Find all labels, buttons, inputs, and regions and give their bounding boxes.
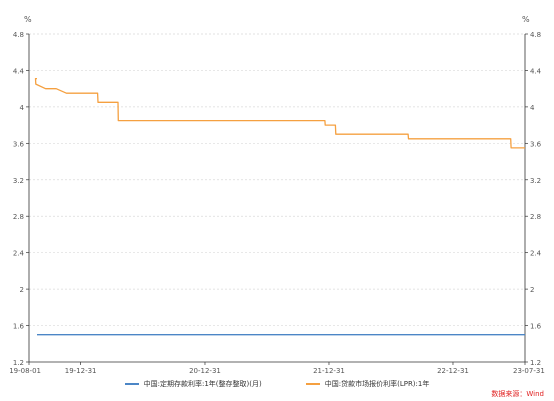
- y-tick-label-right: 2: [530, 286, 534, 294]
- y-tick-label-right: 1.6: [530, 323, 542, 331]
- source-note: 数据来源：Wind: [491, 390, 544, 398]
- x-tick-label: 20-12-31: [189, 367, 221, 375]
- y-tick-label-left: 2: [20, 286, 24, 294]
- legend-item-deposit-rate: 中国:定期存款利率:1年(整存整取)(月): [124, 377, 262, 391]
- y-tick-label-right: 4.8: [530, 31, 541, 39]
- y-tick-label-right: 3.6: [530, 140, 542, 148]
- x-tick-label: 21-12-31: [313, 367, 345, 375]
- y-tick-label-right: 4: [530, 104, 535, 112]
- x-tick-label: 19-12-31: [65, 367, 97, 375]
- y-tick-label-right: 2.8: [530, 213, 541, 221]
- series-lines: [34, 77, 525, 336]
- legend-item-lpr: 中国:贷款市场报价利率(LPR):1年: [305, 377, 430, 391]
- y-tick-label-left: 3.2: [13, 177, 24, 185]
- y-tick-label-right: 2.4: [530, 250, 542, 258]
- y-tick-label-left: 1.2: [13, 359, 24, 367]
- y-ticks: 1.2 1.2 1.6 1.6 2 2 2.4 2.4 2.8 2.8 3.2 3.2 3.6 3.6 4 4…: [13, 31, 542, 367]
- y-tick-label-left: 4: [20, 104, 25, 112]
- legend-label-lpr: 中国:贷款市场报价利率(LPR):1年: [324, 380, 430, 388]
- y-tick-label-left: 1.6: [13, 323, 25, 331]
- y-tick-label-right: 4.4: [530, 67, 542, 75]
- x-tick-label: 23-07-31: [513, 367, 545, 375]
- legend-label-deposit-rate: 中国:定期存款利率:1年(整存整取)(月): [143, 380, 262, 388]
- left-unit-label: %: [24, 15, 32, 24]
- x-tick-label: 22-12-31: [437, 367, 469, 375]
- y-tick-label-left: 4.4: [13, 67, 25, 75]
- series-line-lpr: [34, 77, 525, 149]
- legend-swatch-lpr: [305, 383, 320, 385]
- y-tick-label-left: 3.6: [13, 140, 25, 148]
- right-unit-label: %: [522, 15, 530, 24]
- y-tick-label-right: 1.2: [530, 359, 541, 367]
- legend: 中国:定期存款利率:1年(整存整取)(月) 中国:贷款市场报价利率(LPR):1…: [0, 377, 554, 391]
- y-tick-label-right: 3.2: [530, 177, 541, 185]
- y-tick-label-left: 2.8: [13, 213, 24, 221]
- y-tick-label-left: 4.8: [13, 31, 24, 39]
- x-tick-label: 19-08-01: [9, 367, 41, 375]
- y-tick-label-left: 2.4: [13, 250, 25, 258]
- x-ticks: 19-08-01 19-12-31 20-12-31 21-12-31 22-12-31…: [9, 362, 545, 375]
- legend-swatch-deposit-rate: [124, 383, 139, 385]
- grid-lines: [29, 33, 525, 326]
